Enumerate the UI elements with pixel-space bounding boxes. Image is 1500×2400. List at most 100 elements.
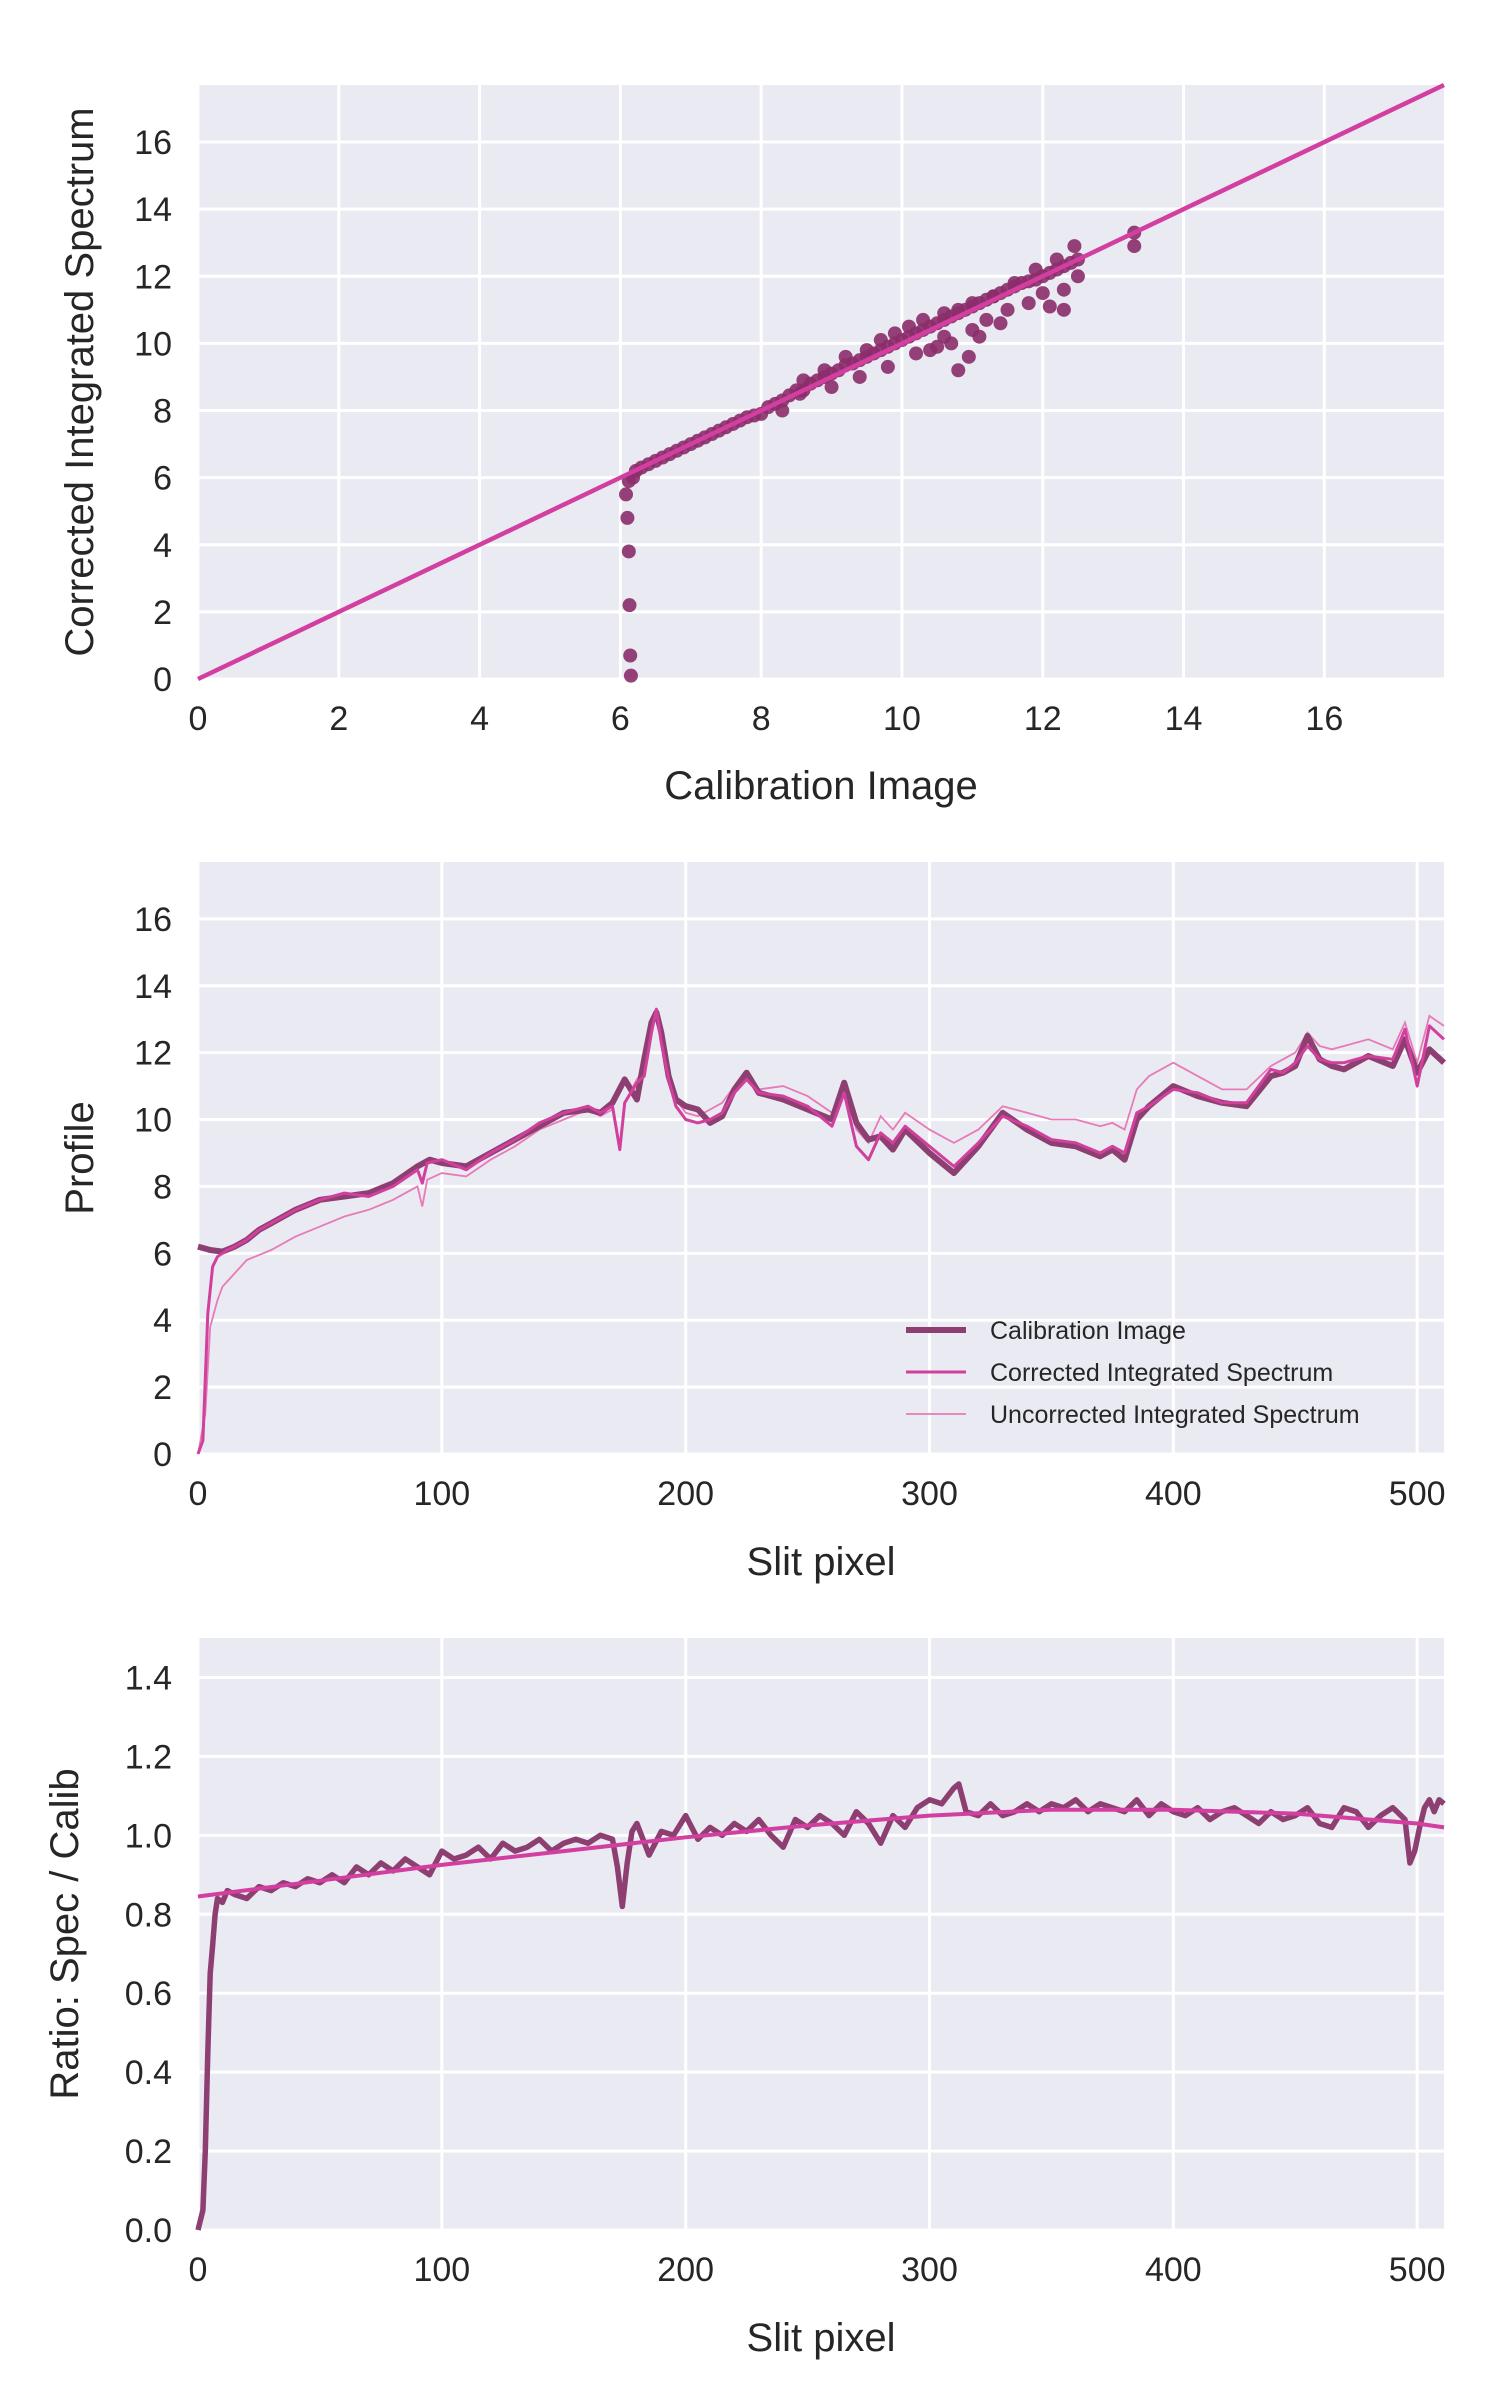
scatter-point bbox=[796, 373, 811, 388]
ratio-plot-area bbox=[198, 1638, 1444, 2230]
y-tick-label: 0.4 bbox=[125, 2054, 172, 2092]
y-tick-label: 12 bbox=[134, 258, 172, 296]
scatter-x-axis-label: Calibration Image bbox=[664, 764, 978, 808]
ratio-x-axis-label: Slit pixel bbox=[747, 2316, 896, 2360]
y-tick-label: 6 bbox=[153, 460, 172, 498]
scatter-point bbox=[623, 648, 638, 663]
y-tick-label: 14 bbox=[134, 968, 172, 1006]
x-tick-label: 400 bbox=[1145, 1475, 1202, 1513]
scatter-point bbox=[620, 510, 635, 525]
corrected-spectrum-line bbox=[196, 1007, 1446, 1455]
scatter-data bbox=[197, 82, 1445, 683]
scatter-point bbox=[937, 329, 952, 344]
scatter-point bbox=[817, 363, 832, 378]
scatter-point bbox=[1000, 302, 1015, 317]
y-tick-label: 0 bbox=[153, 661, 172, 699]
scatter-point bbox=[979, 312, 994, 327]
scatter-point bbox=[937, 306, 952, 321]
scatter-point bbox=[824, 380, 839, 395]
y-tick-label: 4 bbox=[153, 1302, 172, 1340]
y-tick-label: 0.2 bbox=[125, 2133, 172, 2171]
x-tick-label: 100 bbox=[413, 1475, 470, 1513]
scatter-point bbox=[622, 598, 637, 613]
x-tick-label: 400 bbox=[1145, 2251, 1202, 2289]
y-tick-label: 2 bbox=[153, 1369, 172, 1407]
scatter-point bbox=[1056, 302, 1071, 317]
y-tick-label: 0.8 bbox=[125, 1896, 172, 1934]
x-tick-label: 200 bbox=[657, 2251, 714, 2289]
scatter-point bbox=[619, 487, 634, 502]
scatter-y-axis-label: Corrected Integrated Spectrum bbox=[58, 107, 102, 656]
y-tick-label: 12 bbox=[134, 1035, 172, 1073]
scatter-point bbox=[951, 363, 966, 378]
profile-y-axis-label: Profile bbox=[58, 1101, 102, 1214]
y-tick-label: 1.2 bbox=[125, 1738, 172, 1776]
y-tick-label: 10 bbox=[134, 1102, 172, 1140]
scatter-point bbox=[1127, 239, 1142, 254]
scatter-point bbox=[916, 312, 931, 327]
x-tick-label: 16 bbox=[1305, 700, 1343, 738]
scatter-point bbox=[909, 346, 924, 361]
ratio-panel: 0 100 200 300 400 500 0.0 0.2 0.4 0.6 0.8 1.0 1.2 1.4… bbox=[43, 1638, 1446, 2360]
identity-line bbox=[197, 82, 1445, 682]
scatter-point bbox=[1035, 286, 1050, 301]
x-tick-label: 8 bbox=[752, 700, 771, 738]
profile-x-axis-label: Slit pixel bbox=[747, 1540, 896, 1584]
y-tick-label: 0 bbox=[153, 1436, 172, 1474]
scatter-point bbox=[1056, 282, 1071, 297]
y-tick-label: 1.4 bbox=[125, 1659, 172, 1697]
x-tick-label: 6 bbox=[611, 700, 630, 738]
ratio-tick-labels: 0 100 200 300 400 500 0.0 0.2 0.4 0.6 0.8 1.0 1.2 1.4 bbox=[125, 1659, 1446, 2289]
profile-panel: 0 100 200 300 400 500 0 2 4 6 8 10 12 14 16 Slit pixel… bbox=[58, 862, 1447, 1584]
scatter-point bbox=[1070, 269, 1085, 284]
scatter-point bbox=[838, 349, 853, 364]
x-tick-label: 500 bbox=[1389, 2251, 1446, 2289]
scatter-panel: 0 2 4 6 8 10 12 14 16 0 2 4 6 8 10 12 14 16 Calibration I… bbox=[58, 82, 1445, 808]
y-tick-label: 8 bbox=[153, 393, 172, 431]
scatter-point bbox=[1028, 262, 1043, 277]
y-tick-label: 16 bbox=[134, 901, 172, 939]
scatter-point bbox=[993, 316, 1008, 331]
scatter-point bbox=[873, 333, 888, 348]
profile-grid bbox=[196, 862, 1444, 1456]
y-tick-label: 10 bbox=[134, 325, 172, 363]
scatter-point bbox=[930, 339, 945, 354]
scatter-point bbox=[1067, 239, 1082, 254]
scatter-point bbox=[1042, 299, 1057, 314]
x-tick-label: 0 bbox=[189, 700, 208, 738]
scatter-grid bbox=[196, 85, 1444, 681]
scatter-point bbox=[775, 403, 790, 418]
ratio-fit-curve bbox=[197, 1807, 1445, 1899]
ratio-grid bbox=[196, 1638, 1444, 2232]
profile-legend: Calibration Image Corrected Integrated S… bbox=[906, 1317, 1360, 1429]
x-tick-label: 10 bbox=[883, 700, 921, 738]
y-tick-label: 16 bbox=[134, 124, 172, 162]
y-tick-label: 2 bbox=[153, 594, 172, 632]
scatter-point bbox=[901, 319, 916, 334]
y-tick-label: 1.0 bbox=[125, 1817, 172, 1855]
x-tick-label: 0 bbox=[189, 1475, 208, 1513]
x-tick-label: 200 bbox=[657, 1475, 714, 1513]
scatter-point bbox=[972, 329, 987, 344]
ratio-data bbox=[195, 1781, 1446, 2231]
x-tick-label: 4 bbox=[470, 700, 489, 738]
scatter-point bbox=[880, 359, 895, 374]
legend-label-corrected-spectrum: Corrected Integrated Spectrum bbox=[990, 1359, 1333, 1387]
scatter-point bbox=[887, 326, 902, 341]
profile-data bbox=[196, 1007, 1447, 1455]
y-tick-label: 14 bbox=[134, 191, 172, 229]
legend-label-calibration-image: Calibration Image bbox=[990, 1317, 1186, 1345]
x-tick-label: 0 bbox=[189, 2251, 208, 2289]
scatter-point bbox=[621, 544, 636, 559]
y-tick-label: 0.6 bbox=[125, 1975, 172, 2013]
scatter-point bbox=[961, 349, 976, 364]
scatter-tick-labels: 0 2 4 6 8 10 12 14 16 0 2 4 6 8 10 12 14 16 bbox=[134, 124, 1343, 738]
y-tick-label: 4 bbox=[153, 527, 172, 565]
x-tick-label: 2 bbox=[329, 700, 348, 738]
x-tick-label: 500 bbox=[1389, 1475, 1446, 1513]
scatter-point bbox=[852, 369, 867, 384]
y-tick-label: 6 bbox=[153, 1235, 172, 1273]
x-tick-label: 100 bbox=[413, 2251, 470, 2289]
calibration-image-line bbox=[197, 1009, 1447, 1255]
